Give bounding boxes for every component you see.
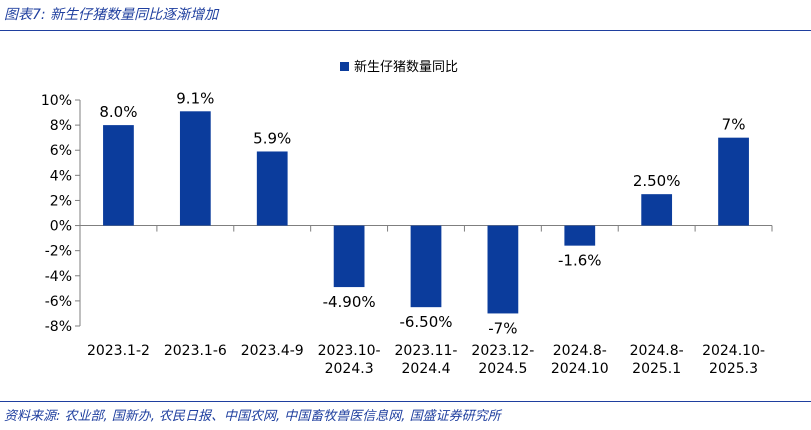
- data-label: -1.6%: [558, 252, 602, 270]
- y-tick-label: 10%: [41, 93, 72, 109]
- data-label: -6.50%: [399, 313, 452, 331]
- x-tick-label: 2024.10: [551, 361, 609, 377]
- y-tick-label: 4%: [50, 168, 72, 184]
- x-tick-label: 2024.5: [478, 361, 527, 377]
- figure-title: 图表7: 新生仔猪数量同比逐渐增加: [4, 7, 219, 23]
- data-label: 2.50%: [633, 172, 681, 190]
- legend-swatch: [340, 62, 349, 71]
- y-tick-label: -6%: [45, 294, 72, 310]
- y-tick-label: 6%: [50, 143, 72, 159]
- bar: [179, 111, 211, 226]
- bar: [256, 151, 288, 226]
- source-divider: [0, 401, 811, 402]
- x-tick-label: 2023.12-: [471, 343, 534, 359]
- y-tick-label: 0%: [50, 219, 72, 235]
- x-tick-label: 2024.8-: [553, 343, 607, 359]
- y-tick-label: 8%: [50, 118, 72, 134]
- x-tick-label: 2023.1-6: [164, 343, 227, 359]
- data-label: 8.0%: [99, 103, 137, 121]
- x-tick-label: 2024.4: [402, 361, 451, 377]
- bar: [718, 137, 749, 226]
- x-tick-label: 2025.3: [709, 361, 758, 377]
- title-divider: [0, 30, 811, 31]
- x-tick-label: 2023.11-: [395, 343, 458, 359]
- bar: [564, 225, 596, 246]
- x-tick-label: 2023.1-2: [87, 343, 150, 359]
- x-tick-label: 2024.3: [325, 361, 374, 377]
- bar: [333, 225, 365, 288]
- x-tick-label: 2024.10-: [702, 343, 765, 359]
- bar: [641, 194, 673, 226]
- data-label: 5.9%: [253, 129, 291, 147]
- legend-label: 新生仔猪数量同比: [354, 59, 458, 75]
- x-tick-label: 2023.4-9: [241, 343, 304, 359]
- source-note: 资料来源: 农业部, 国新办, 农民日报、中国农网, 中国畜牧兽医信息网, 国盛…: [4, 409, 501, 424]
- bar: [103, 125, 134, 226]
- y-tick-label: -4%: [45, 269, 72, 285]
- data-label: 9.1%: [176, 89, 214, 107]
- y-tick-label: -2%: [45, 244, 72, 260]
- bar: [487, 225, 519, 314]
- x-tick-label: 2024.8-: [630, 343, 684, 359]
- y-tick-label: -8%: [45, 319, 72, 335]
- bar: [410, 225, 442, 308]
- data-label: -4.90%: [323, 293, 376, 311]
- data-label: 7%: [722, 116, 746, 134]
- data-label: -7%: [488, 319, 517, 337]
- x-tick-label: 2025.1: [632, 361, 681, 377]
- x-tick-label: 2023.10-: [318, 343, 381, 359]
- y-tick-label: 2%: [50, 193, 72, 209]
